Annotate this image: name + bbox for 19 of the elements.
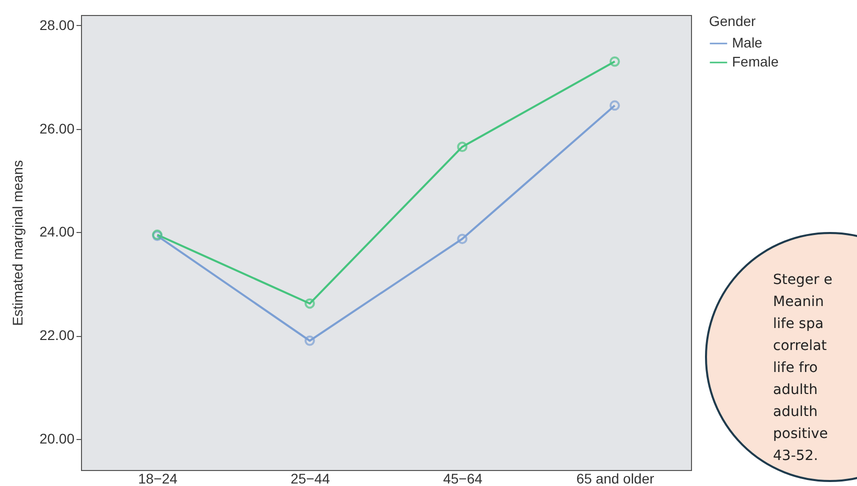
point [457,234,468,244]
point [304,336,315,346]
y-axis-title: Estimated marginal means [9,160,26,326]
legend-label: Female [732,54,779,70]
point [457,142,468,152]
point [610,56,620,67]
y-tick-label: 26.00 [39,120,75,136]
x-tick-label: 18−24 [138,470,178,486]
x-tick-label: 45−64 [443,470,483,486]
y-tick-label: 20.00 [39,430,75,446]
y-tick-label: 22.00 [39,327,75,344]
y-tick-label: 28.00 [39,16,75,33]
legend-label: Male [732,34,763,50]
point [304,298,315,309]
point [610,100,620,111]
legend-title: Gender [709,13,756,29]
x-tick-label: 65 and older [576,470,655,486]
y-tick-label: 24.00 [39,224,75,240]
x-tick-label: 25−44 [290,470,330,486]
